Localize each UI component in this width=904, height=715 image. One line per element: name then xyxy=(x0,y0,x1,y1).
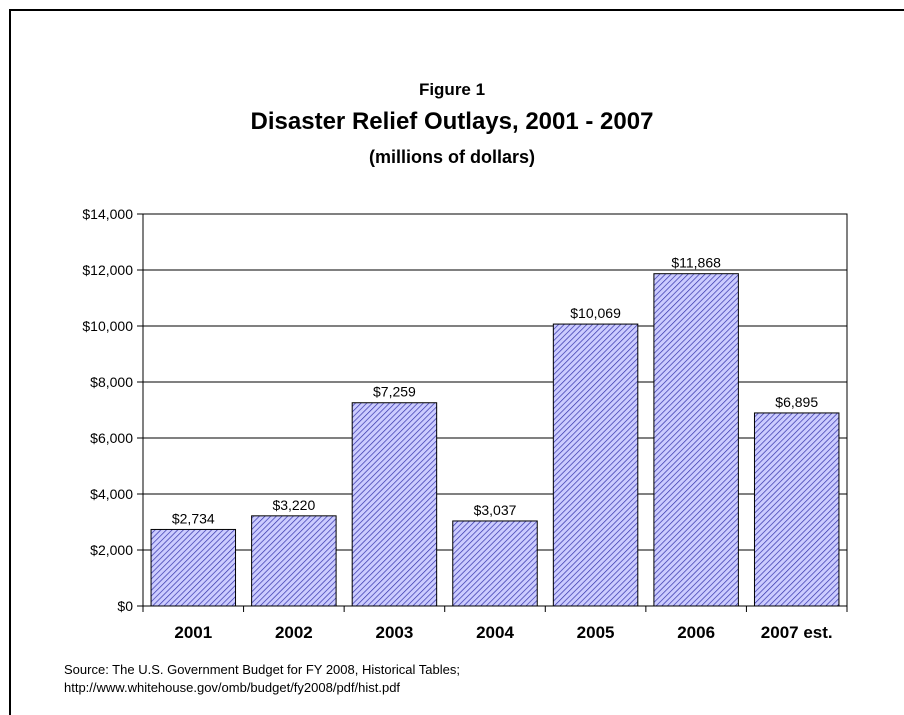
source-line-2: http://www.whitehouse.gov/omb/budget/fy2… xyxy=(64,680,401,695)
bar-2003 xyxy=(351,402,438,607)
bar-2002 xyxy=(251,515,337,607)
plot-area-border xyxy=(142,213,848,607)
x-tick-label: 2002 xyxy=(275,623,313,642)
source-line-1: Source: The U.S. Government Budget for F… xyxy=(64,662,460,677)
data-label: $11,868 xyxy=(671,255,721,271)
y-tick-label: $2,000 xyxy=(90,542,133,558)
bar-chart: $0 $2,000 $4,000 $6,000 $8,000 $10,000 $12,000… xyxy=(82,206,848,642)
axes xyxy=(137,213,848,612)
x-tick-label: 2006 xyxy=(677,623,715,642)
data-label: $6,895 xyxy=(775,394,818,410)
data-label: $10,069 xyxy=(570,305,621,321)
bar-2001 xyxy=(150,528,237,607)
y-tick-label: $12,000 xyxy=(82,262,133,278)
x-tick-label: 2003 xyxy=(376,623,414,642)
bar-2004 xyxy=(452,520,538,607)
chart-frame xyxy=(9,9,904,715)
data-label: $7,259 xyxy=(373,384,416,400)
data-label: $2,734 xyxy=(172,510,215,526)
y-tick-label: $4,000 xyxy=(90,486,133,502)
bar-2007est xyxy=(753,412,840,607)
gridlines xyxy=(143,213,847,551)
source-note: Source: The U.S. Government Budget for F… xyxy=(64,661,460,697)
y-tick-label: $8,000 xyxy=(90,374,133,390)
x-tick-label: 2007 est. xyxy=(761,623,833,642)
figure-label: Figure 1 xyxy=(418,80,486,99)
bar-2006 xyxy=(653,273,739,607)
y-tick-label: $14,000 xyxy=(82,206,133,222)
x-tick-label: 2001 xyxy=(174,623,212,642)
chart-subtitle: (millions of dollars) xyxy=(368,147,535,167)
x-tick-label: 2004 xyxy=(476,623,514,642)
x-tick-label: 2005 xyxy=(577,623,615,642)
y-tick-label: $10,000 xyxy=(82,318,133,334)
y-tick-label: $6,000 xyxy=(90,430,133,446)
y-tick-label: $0 xyxy=(117,598,133,614)
data-label: $3,037 xyxy=(474,502,517,518)
chart-title: Disaster Relief Outlays, 2001 - 2007 xyxy=(250,108,654,135)
bars xyxy=(150,273,840,607)
bar-2005 xyxy=(552,323,639,607)
data-label: $3,220 xyxy=(272,497,315,513)
labels: $0 $2,000 $4,000 $6,000 $8,000 $10,000 $12,000… xyxy=(82,206,832,642)
